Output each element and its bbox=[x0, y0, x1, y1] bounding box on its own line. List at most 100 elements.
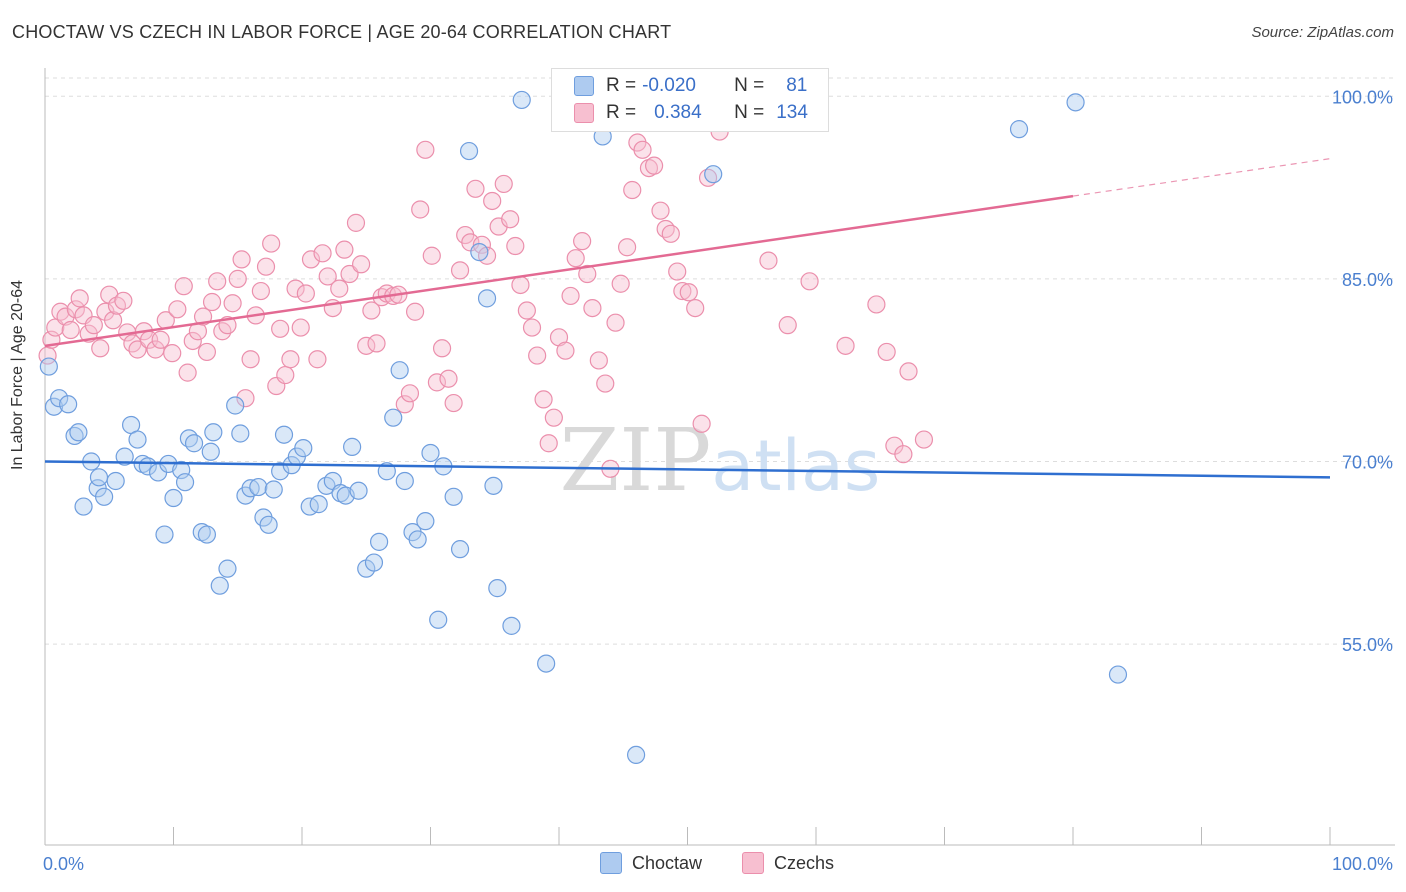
n-value: 81 bbox=[786, 75, 808, 96]
czech-point bbox=[340, 264, 359, 284]
legend-row-choctaw: R = -0.020 N = 81 bbox=[574, 73, 807, 99]
czech-point bbox=[262, 234, 281, 253]
czech-point bbox=[544, 408, 563, 427]
czech-point bbox=[296, 284, 315, 303]
czech-point bbox=[644, 156, 664, 175]
choctaw-point bbox=[537, 654, 556, 673]
czech-point bbox=[679, 283, 698, 302]
choctaw-point bbox=[274, 425, 294, 444]
choctaw-points bbox=[39, 90, 1128, 765]
czech-point bbox=[422, 246, 441, 265]
czech-point bbox=[313, 244, 332, 263]
czech-point bbox=[800, 272, 819, 291]
czech-point bbox=[561, 286, 580, 306]
czech-point bbox=[208, 272, 227, 291]
choctaw-point bbox=[502, 616, 521, 635]
choctaw-point bbox=[390, 361, 409, 380]
czech-point bbox=[291, 318, 310, 337]
czech-point bbox=[836, 336, 855, 355]
choctaw-point bbox=[429, 610, 448, 629]
czech-point bbox=[528, 346, 547, 365]
czech-point bbox=[362, 301, 381, 320]
czech-point bbox=[501, 210, 520, 229]
choctaw-point bbox=[44, 397, 64, 416]
choctaw-point bbox=[164, 488, 183, 508]
choctaw-point bbox=[484, 476, 503, 495]
choctaw-point bbox=[204, 423, 223, 442]
choctaw-point bbox=[349, 481, 368, 500]
choctaw-point bbox=[364, 553, 384, 572]
r-value: -0.020 bbox=[642, 75, 696, 96]
czech-point bbox=[661, 224, 680, 243]
czech-point bbox=[444, 393, 463, 413]
choctaw-point bbox=[512, 90, 531, 110]
czech-point bbox=[506, 236, 525, 256]
choctaw-point bbox=[470, 242, 489, 262]
r-label: R = bbox=[606, 75, 637, 96]
czech-point bbox=[91, 339, 110, 358]
watermark: ZIPatlas bbox=[560, 411, 881, 511]
y-tick-label: 85.0% bbox=[1342, 270, 1393, 290]
czech-point bbox=[466, 179, 485, 198]
czech-point bbox=[70, 289, 89, 308]
choctaw-point bbox=[226, 396, 245, 415]
czech-point bbox=[308, 350, 327, 369]
czech-point bbox=[596, 374, 615, 393]
czech-point bbox=[578, 264, 597, 284]
czech-point bbox=[301, 250, 321, 269]
czech-point bbox=[914, 430, 934, 449]
czech-point bbox=[589, 351, 608, 370]
choctaw-legend-label: Choctaw bbox=[632, 852, 703, 873]
choctaw-point bbox=[128, 430, 147, 449]
czech-trend-line bbox=[44, 194, 1074, 348]
czech-point bbox=[573, 232, 592, 251]
czech-point bbox=[623, 180, 642, 200]
czech-point bbox=[432, 339, 452, 358]
choctaw-point bbox=[106, 471, 125, 491]
czech-point bbox=[867, 295, 886, 314]
czech-point bbox=[522, 318, 542, 337]
czech-point bbox=[56, 307, 75, 326]
n-label: N = bbox=[734, 102, 765, 123]
choctaw-point bbox=[294, 439, 313, 458]
choctaw-point bbox=[459, 141, 479, 161]
x-tick-label: 100.0% bbox=[1332, 854, 1393, 874]
czech-point bbox=[511, 275, 530, 295]
czech-swatch bbox=[574, 103, 594, 123]
x-tick-label: 0.0% bbox=[43, 854, 84, 874]
y-tick-label: 55.0% bbox=[1342, 635, 1393, 655]
r-value: 0.384 bbox=[654, 102, 702, 123]
choctaw-point bbox=[704, 165, 723, 184]
choctaw-point bbox=[197, 525, 217, 544]
czech-point bbox=[611, 274, 630, 293]
y-tick-label: 100.0% bbox=[1332, 87, 1393, 107]
choctaw-legend-swatch bbox=[600, 852, 622, 874]
czech-point bbox=[556, 341, 575, 360]
choctaw-point bbox=[95, 487, 114, 506]
czech-legend-label: Czechs bbox=[774, 852, 835, 873]
choctaw-point bbox=[259, 515, 278, 534]
czech-point bbox=[778, 316, 797, 335]
czech-point bbox=[894, 445, 913, 464]
czech-point bbox=[346, 213, 366, 232]
czech-point bbox=[651, 201, 670, 220]
czech-legend-swatch bbox=[742, 852, 764, 874]
stats-legend: R = -0.020 N = 81 R = 0.384 N = 134 bbox=[551, 68, 829, 132]
chart-title: CHOCTAW VS CZECH IN LABOR FORCE | AGE 20… bbox=[12, 22, 672, 42]
choctaw-point bbox=[384, 408, 403, 427]
choctaw-point bbox=[74, 497, 93, 516]
czech-point bbox=[241, 350, 260, 369]
czech-point bbox=[494, 174, 513, 194]
czech-point bbox=[606, 313, 625, 332]
czech-point bbox=[174, 277, 193, 296]
czech-point bbox=[193, 307, 213, 326]
czech-point bbox=[276, 365, 295, 385]
czech-point bbox=[618, 238, 637, 257]
czech-point bbox=[281, 350, 300, 369]
choctaw-point bbox=[241, 479, 260, 498]
czech-point bbox=[439, 369, 458, 388]
czech-point bbox=[168, 300, 187, 319]
choctaw-point bbox=[89, 468, 109, 487]
choctaw-point bbox=[343, 437, 362, 456]
